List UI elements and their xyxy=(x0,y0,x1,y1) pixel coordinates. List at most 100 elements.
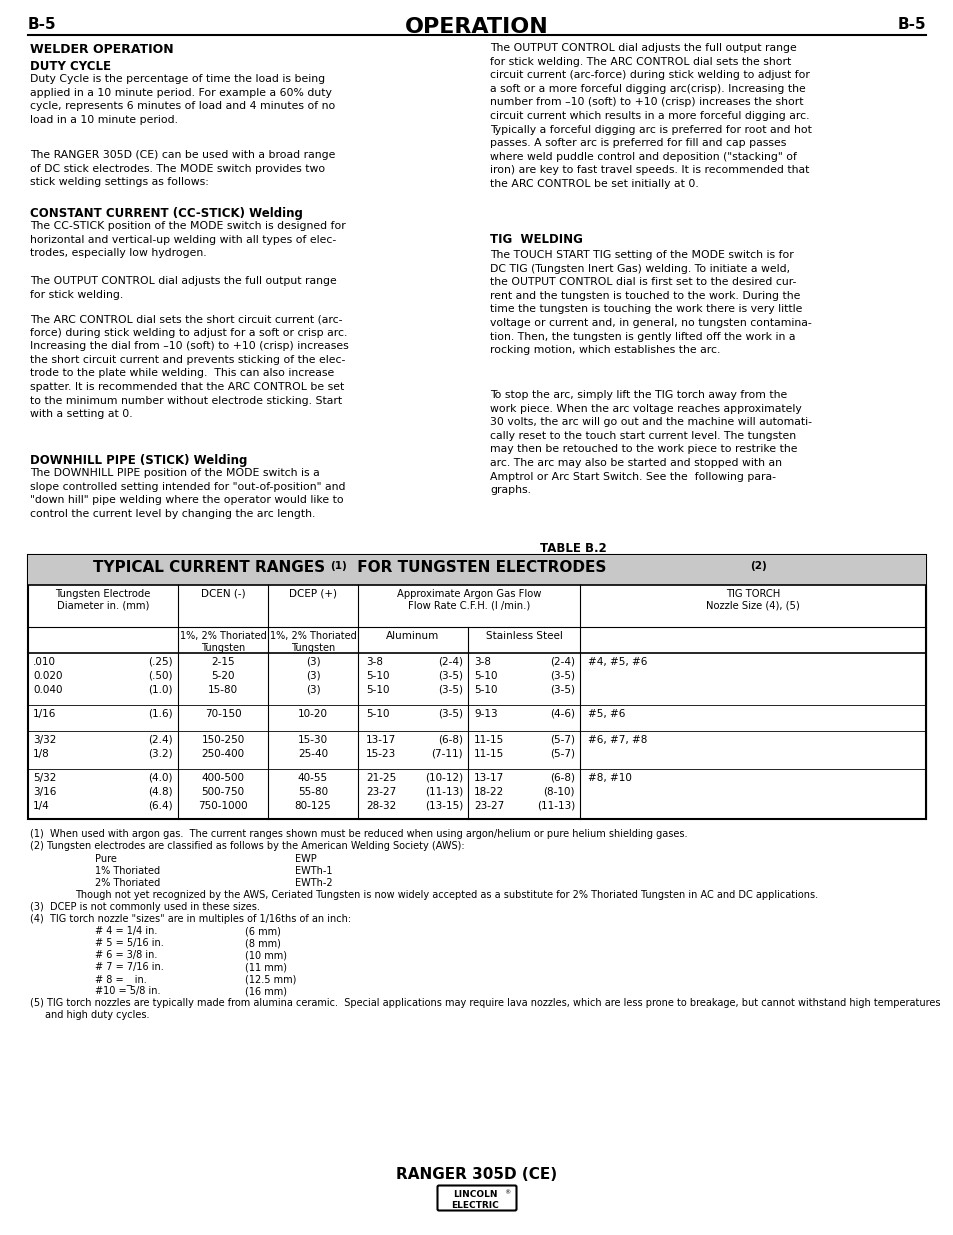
Text: and high duty cycles.: and high duty cycles. xyxy=(45,1010,150,1020)
Text: 5-10: 5-10 xyxy=(366,671,389,680)
Text: 11-15: 11-15 xyxy=(474,735,504,745)
Bar xyxy=(28,555,925,585)
Text: (2.4): (2.4) xyxy=(149,735,172,745)
Text: (1): (1) xyxy=(330,561,346,571)
Text: B-5: B-5 xyxy=(28,17,56,32)
Text: 0.020: 0.020 xyxy=(33,671,63,680)
Text: (4.0): (4.0) xyxy=(149,773,172,783)
Text: WELDER OPERATION: WELDER OPERATION xyxy=(30,43,173,56)
Text: 5-10: 5-10 xyxy=(474,685,497,695)
Text: 1%, 2% Thoriated
Tungsten: 1%, 2% Thoriated Tungsten xyxy=(179,631,266,652)
Text: RANGER 305D (CE): RANGER 305D (CE) xyxy=(396,1167,557,1182)
Text: 500-750: 500-750 xyxy=(201,787,244,797)
Text: The RANGER 305D (CE) can be used with a broad range
of DC stick electrodes. The : The RANGER 305D (CE) can be used with a … xyxy=(30,149,335,188)
Text: Approximate Argon Gas Flow
Flow Rate C.F.H. (l /min.): Approximate Argon Gas Flow Flow Rate C.F… xyxy=(396,589,540,610)
Text: 3-8: 3-8 xyxy=(366,657,382,667)
Text: 11-15: 11-15 xyxy=(474,748,504,760)
Text: (3.2): (3.2) xyxy=(149,748,172,760)
Text: (13-15): (13-15) xyxy=(424,802,462,811)
Text: 40-55: 40-55 xyxy=(297,773,328,783)
Text: # 8 = _ in.: # 8 = _ in. xyxy=(95,974,147,984)
Text: 1/8: 1/8 xyxy=(33,748,50,760)
Text: ®: ® xyxy=(503,1191,510,1195)
Text: #10 = 5/8 in.: #10 = 5/8 in. xyxy=(95,986,160,995)
Text: (3)  DCEP is not commonly used in these sizes.: (3) DCEP is not commonly used in these s… xyxy=(30,902,259,911)
Text: Though not yet recognized by the AWS, Ceriated Tungsten is now widely accepted a: Though not yet recognized by the AWS, Ce… xyxy=(75,890,818,900)
Text: # 7 = 7/16 in.: # 7 = 7/16 in. xyxy=(95,962,164,972)
Text: EWP: EWP xyxy=(294,853,316,864)
Text: 23-27: 23-27 xyxy=(474,802,504,811)
Text: The TOUCH START TIG setting of the MODE switch is for
DC TIG (Tungsten Inert Gas: The TOUCH START TIG setting of the MODE … xyxy=(490,249,811,356)
Text: 3/16: 3/16 xyxy=(33,787,56,797)
Text: 70-150: 70-150 xyxy=(205,709,241,719)
Text: (5-7): (5-7) xyxy=(550,748,575,760)
Text: 400-500: 400-500 xyxy=(201,773,244,783)
Text: DCEN (-): DCEN (-) xyxy=(200,589,245,599)
Text: (6 mm): (6 mm) xyxy=(245,926,280,936)
Text: (1.0): (1.0) xyxy=(149,685,172,695)
Text: (4-6): (4-6) xyxy=(550,709,575,719)
Text: (3-5): (3-5) xyxy=(437,685,462,695)
Text: 1/16: 1/16 xyxy=(33,709,56,719)
Text: 9-13: 9-13 xyxy=(474,709,497,719)
Text: 2% Thoriated: 2% Thoriated xyxy=(95,878,160,888)
Text: The DOWNHILL PIPE position of the MODE switch is a
slope controlled setting inte: The DOWNHILL PIPE position of the MODE s… xyxy=(30,468,345,519)
Text: 15-30: 15-30 xyxy=(297,735,328,745)
Text: (10 mm): (10 mm) xyxy=(245,950,287,960)
Text: (6-8): (6-8) xyxy=(437,735,462,745)
Text: TIG TORCH
Nozzle Size (4), (5): TIG TORCH Nozzle Size (4), (5) xyxy=(705,589,799,610)
Text: #6, #7, #8: #6, #7, #8 xyxy=(587,735,647,745)
Text: 13-17: 13-17 xyxy=(474,773,504,783)
Text: 0.040: 0.040 xyxy=(33,685,63,695)
Text: The OUTPUT CONTROL dial adjusts the full output range
for stick welding. The ARC: The OUTPUT CONTROL dial adjusts the full… xyxy=(490,43,811,189)
Text: 5-10: 5-10 xyxy=(474,671,497,680)
Text: (3-5): (3-5) xyxy=(550,685,575,695)
Text: (16 mm): (16 mm) xyxy=(245,986,287,995)
Text: Stainless Steel: Stainless Steel xyxy=(485,631,562,641)
Text: TIG  WELDING: TIG WELDING xyxy=(490,233,582,246)
Text: (3): (3) xyxy=(305,671,320,680)
Text: Pure: Pure xyxy=(95,853,117,864)
Text: B-5: B-5 xyxy=(897,17,925,32)
Text: CONSTANT CURRENT (CC-STICK) Welding: CONSTANT CURRENT (CC-STICK) Welding xyxy=(30,207,302,220)
Text: 23-27: 23-27 xyxy=(366,787,395,797)
Text: (3-5): (3-5) xyxy=(550,671,575,680)
Text: 3-8: 3-8 xyxy=(474,657,491,667)
Text: FOR TUNGSTEN ELECTRODES: FOR TUNGSTEN ELECTRODES xyxy=(352,559,606,576)
Text: LINCOLN: LINCOLN xyxy=(453,1191,497,1199)
Text: 5/32: 5/32 xyxy=(33,773,56,783)
Text: 2-15: 2-15 xyxy=(211,657,234,667)
Text: (11-13): (11-13) xyxy=(537,802,575,811)
Text: EWTh-1: EWTh-1 xyxy=(294,866,333,876)
Text: (1)  When used with argon gas.  The current ranges shown must be reduced when us: (1) When used with argon gas. The curren… xyxy=(30,829,687,839)
Text: (2-4): (2-4) xyxy=(550,657,575,667)
Text: #5, #6: #5, #6 xyxy=(587,709,625,719)
Text: 1% Thoriated: 1% Thoriated xyxy=(95,866,160,876)
Text: (5) TIG torch nozzles are typically made from alumina ceramic.  Special applicat: (5) TIG torch nozzles are typically made… xyxy=(30,998,940,1008)
Text: # 6 = 3/8 in.: # 6 = 3/8 in. xyxy=(95,950,157,960)
Text: (11 mm): (11 mm) xyxy=(245,962,287,972)
Text: (2): (2) xyxy=(749,561,766,571)
Text: (.50): (.50) xyxy=(149,671,172,680)
FancyBboxPatch shape xyxy=(437,1186,516,1210)
Text: TYPICAL CURRENT RANGES: TYPICAL CURRENT RANGES xyxy=(92,559,330,576)
Text: EWTh-2: EWTh-2 xyxy=(294,878,333,888)
Text: (3-5): (3-5) xyxy=(437,709,462,719)
Text: (4)  TIG torch nozzle "sizes" are in multiples of 1/16ths of an inch:: (4) TIG torch nozzle "sizes" are in mult… xyxy=(30,914,351,924)
Text: (11-13): (11-13) xyxy=(424,787,462,797)
Text: DOWNHILL PIPE (STICK) Welding: DOWNHILL PIPE (STICK) Welding xyxy=(30,454,247,467)
Text: (1.6): (1.6) xyxy=(149,709,172,719)
Text: (6-8): (6-8) xyxy=(550,773,575,783)
Text: 25-40: 25-40 xyxy=(297,748,328,760)
Text: 5-10: 5-10 xyxy=(366,685,389,695)
Text: 5-10: 5-10 xyxy=(366,709,389,719)
Text: 3/32: 3/32 xyxy=(33,735,56,745)
Text: (8 mm): (8 mm) xyxy=(245,939,280,948)
Text: #4, #5, #6: #4, #5, #6 xyxy=(587,657,647,667)
Text: 250-400: 250-400 xyxy=(201,748,244,760)
Text: Tungsten Electrode
Diameter in. (mm): Tungsten Electrode Diameter in. (mm) xyxy=(55,589,151,610)
Text: Aluminum: Aluminum xyxy=(386,631,439,641)
Text: (10-12): (10-12) xyxy=(424,773,462,783)
Text: DCEP (+): DCEP (+) xyxy=(289,589,336,599)
Text: # 4 = 1/4 in.: # 4 = 1/4 in. xyxy=(95,926,157,936)
